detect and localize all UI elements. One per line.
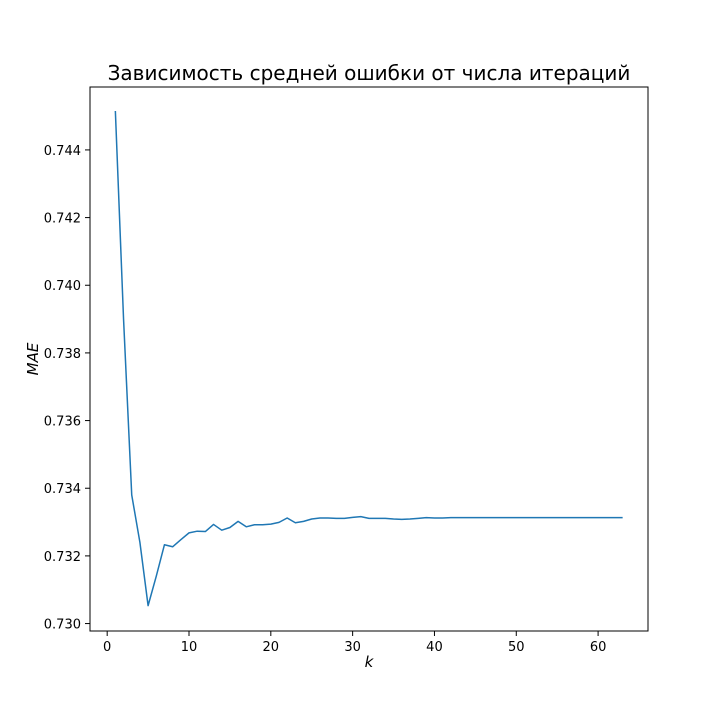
y-tick-label: 0.736 xyxy=(44,415,81,430)
x-tick-label: 20 xyxy=(263,640,280,655)
x-tick-label: 30 xyxy=(344,640,361,655)
plot-frame xyxy=(89,86,649,632)
x-tick-label: 50 xyxy=(508,640,525,655)
chart-title: Зависимость средней ошибки от числа итер… xyxy=(108,61,631,85)
x-tick-label: 60 xyxy=(590,640,607,655)
x-tick-label: 10 xyxy=(181,640,198,655)
y-tick-label: 0.742 xyxy=(44,212,81,227)
y-tick-label: 0.740 xyxy=(44,279,81,294)
x-axis-label: k xyxy=(365,653,375,671)
y-tick-label: 0.734 xyxy=(44,482,81,497)
x-tick-label: 40 xyxy=(426,640,443,655)
plot-area xyxy=(114,110,623,607)
x-tick-label: 0 xyxy=(103,640,111,655)
series-line xyxy=(114,110,623,607)
x-axis: 0 10 20 30 40 50 60 xyxy=(103,631,606,655)
y-axis-label: MAE xyxy=(24,342,42,375)
y-tick-label: 0.738 xyxy=(44,347,81,362)
y-axis: 0.730 0.732 0.734 0.736 0.738 0.740 0.742 0.744 xyxy=(44,144,90,633)
y-tick-label: 0.744 xyxy=(44,144,81,159)
y-tick-label: 0.732 xyxy=(44,550,81,565)
y-tick-label: 0.730 xyxy=(44,618,81,633)
